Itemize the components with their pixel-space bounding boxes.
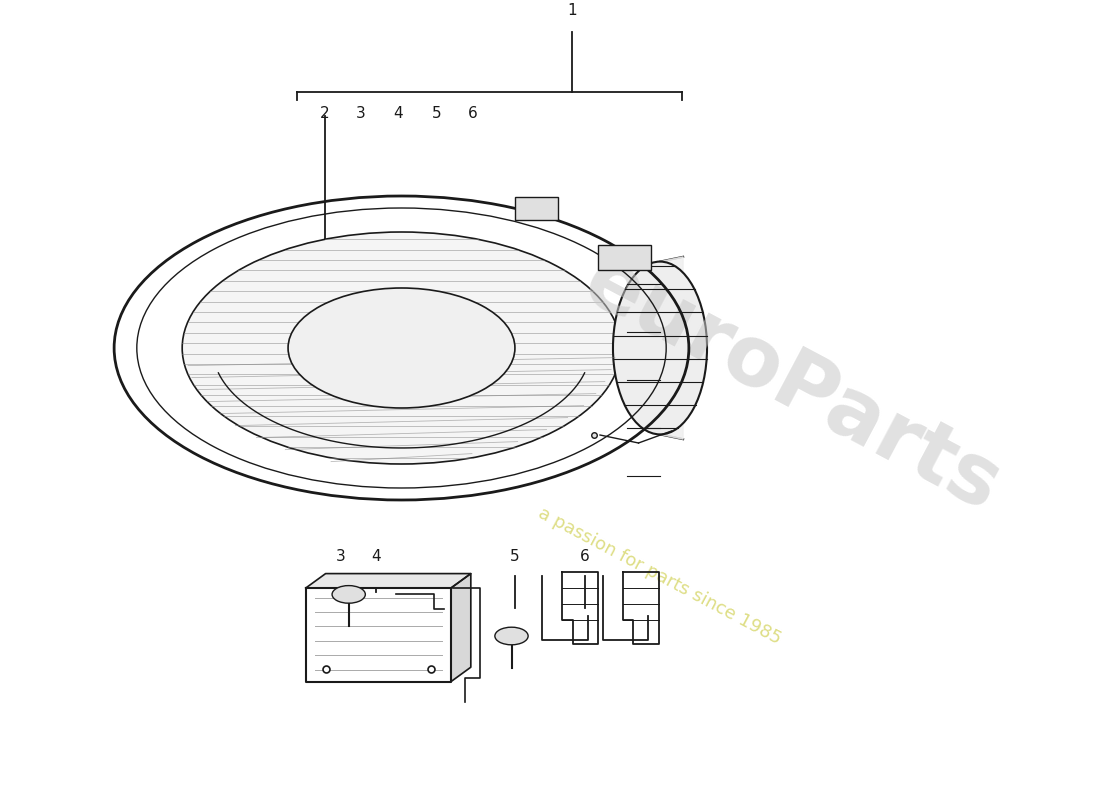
Polygon shape xyxy=(660,257,683,439)
Text: 4: 4 xyxy=(394,106,403,121)
Ellipse shape xyxy=(495,627,528,645)
Text: 2: 2 xyxy=(320,106,329,121)
Text: 6: 6 xyxy=(581,549,590,564)
Text: 3: 3 xyxy=(337,549,345,564)
Text: 5: 5 xyxy=(432,106,441,121)
Text: euroParts: euroParts xyxy=(570,240,1014,528)
Ellipse shape xyxy=(183,232,620,464)
FancyBboxPatch shape xyxy=(598,245,651,270)
Ellipse shape xyxy=(332,586,365,603)
Ellipse shape xyxy=(288,288,515,408)
Text: 1: 1 xyxy=(568,2,576,18)
Text: 5: 5 xyxy=(510,549,519,564)
Text: 3: 3 xyxy=(356,106,365,121)
Ellipse shape xyxy=(613,262,707,434)
Text: a passion for parts since 1985: a passion for parts since 1985 xyxy=(536,504,784,648)
Text: 4: 4 xyxy=(372,549,381,564)
Text: 6: 6 xyxy=(469,106,477,121)
FancyBboxPatch shape xyxy=(515,198,558,221)
Polygon shape xyxy=(306,574,471,588)
Polygon shape xyxy=(451,574,471,682)
